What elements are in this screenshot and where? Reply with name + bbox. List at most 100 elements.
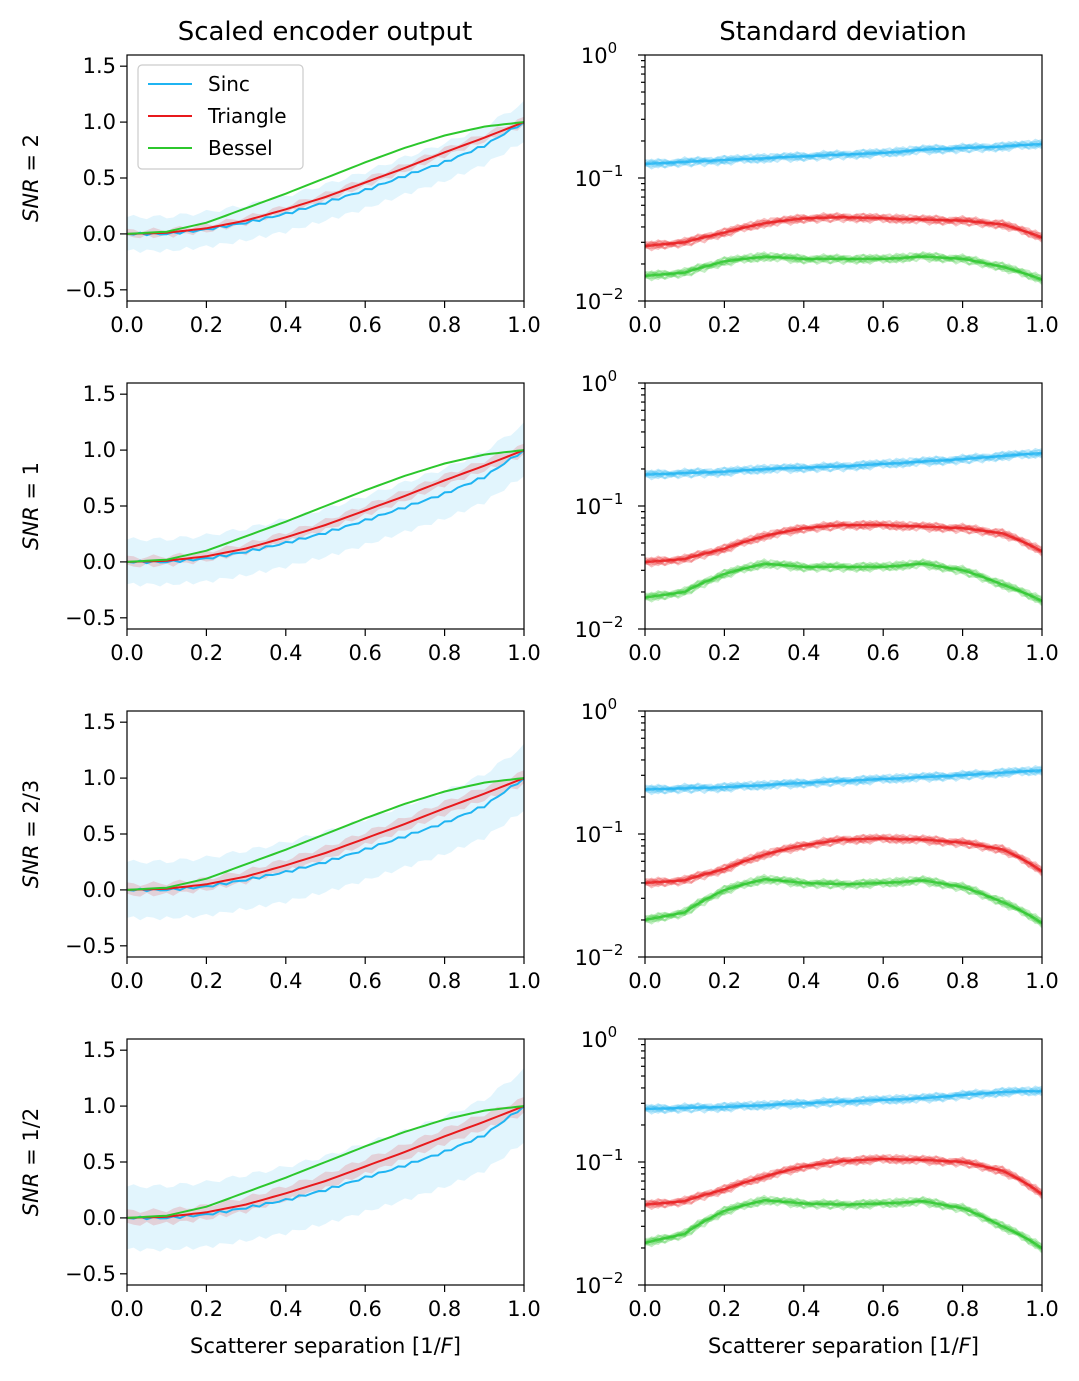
y-tick-label: 0.5 bbox=[83, 494, 116, 518]
y-tick-label: 10−1 bbox=[575, 818, 624, 847]
x-tick-label: 1.0 bbox=[507, 969, 540, 993]
x-tick-label: 0.0 bbox=[628, 313, 661, 337]
trace-triangle bbox=[645, 519, 1042, 567]
x-tick-label: 1.0 bbox=[1025, 969, 1058, 993]
x-tick-label: 0.2 bbox=[708, 1297, 741, 1321]
trace-triangle bbox=[645, 833, 1042, 888]
series-line-triangle bbox=[127, 449, 524, 563]
y-tick-label: 100 bbox=[581, 367, 617, 396]
x-tick-label: 0.8 bbox=[428, 969, 461, 993]
y-tick-label: 10−1 bbox=[575, 490, 624, 519]
trace-bessel bbox=[645, 1196, 1042, 1254]
series-line-bessel bbox=[645, 562, 1042, 602]
y-tick-label: −0.5 bbox=[65, 278, 116, 302]
y-tick-label: 0.0 bbox=[83, 550, 116, 574]
x-tick-label: 0.6 bbox=[348, 969, 381, 993]
trace-sinc bbox=[645, 449, 1042, 480]
x-tick-label: 0.8 bbox=[946, 969, 979, 993]
encoder-panel-2: 0.0 0.2 0.4 0.6 0.8 1.0 −0.5 0.0 0.5 1.0 1.5 SNR = … bbox=[19, 382, 541, 665]
series-line-bessel bbox=[127, 1105, 524, 1219]
x-tick-label: 0.8 bbox=[946, 641, 979, 665]
std-panel-4: 0.0 0.2 0.4 0.6 0.8 1.0 10−2 10−1 100 Scatterer s… bbox=[575, 1023, 1059, 1358]
y-tick-label: 100 bbox=[581, 39, 617, 68]
x-tick-label: 0.2 bbox=[708, 969, 741, 993]
row-label: SNR = 1 bbox=[19, 462, 43, 550]
trace-sinc bbox=[645, 140, 1042, 169]
std-panel-1: 0.0 0.2 0.4 0.6 0.8 1.0 10−2 10−1 100 bbox=[575, 39, 1059, 337]
x-tick-label: 0.6 bbox=[866, 1297, 899, 1321]
x-tick-label: 0.2 bbox=[708, 313, 741, 337]
y-tick-label: 0.0 bbox=[83, 1206, 116, 1230]
series-line-sinc bbox=[645, 142, 1042, 166]
x-tick-label: 0.4 bbox=[787, 1297, 820, 1321]
y-tick-label: −0.5 bbox=[65, 1262, 116, 1286]
series-line-sinc bbox=[127, 121, 524, 237]
trace-sinc bbox=[645, 766, 1042, 795]
series-line-triangle bbox=[645, 523, 1042, 564]
row-label: SNR = 2 bbox=[19, 134, 43, 222]
legend-label-triangle: Triangle bbox=[207, 104, 287, 128]
x-tick-label: 0.0 bbox=[628, 1297, 661, 1321]
x-tick-label: 0.8 bbox=[428, 313, 461, 337]
y-tick-label: 0.0 bbox=[83, 222, 116, 246]
x-tick-label: 0.8 bbox=[428, 1297, 461, 1321]
y-tick-label: 10−2 bbox=[575, 613, 624, 642]
trace-bessel bbox=[645, 252, 1042, 285]
right-column-title: Standard deviation bbox=[719, 17, 966, 47]
x-tick-label: 0.0 bbox=[110, 641, 143, 665]
x-tick-label: 0.8 bbox=[946, 313, 979, 337]
band-triangle bbox=[127, 1097, 524, 1226]
x-tick-label: 0.0 bbox=[628, 969, 661, 993]
y-tick-label: 10−2 bbox=[575, 285, 624, 314]
y-tick-label: 1.5 bbox=[83, 710, 116, 734]
series-line-triangle bbox=[645, 1157, 1042, 1206]
y-tick-label: 10−2 bbox=[575, 941, 624, 970]
series-line-bessel bbox=[127, 777, 524, 891]
plot-area bbox=[127, 743, 524, 921]
series-line-sinc bbox=[645, 1089, 1042, 1111]
series-line-bessel bbox=[645, 877, 1042, 924]
x-tick-label: 1.0 bbox=[1025, 313, 1058, 337]
x-tick-label: 0.4 bbox=[269, 313, 302, 337]
x-tick-label: 0.0 bbox=[110, 1297, 143, 1321]
x-tick-label: 1.0 bbox=[1025, 1297, 1058, 1321]
x-tick-label: 0.4 bbox=[787, 969, 820, 993]
x-tick-label: 0.0 bbox=[628, 641, 661, 665]
x-tick-label: 0.2 bbox=[190, 641, 223, 665]
plot-area bbox=[645, 447, 1042, 606]
plot-area bbox=[645, 765, 1042, 929]
x-tick-label: 0.6 bbox=[866, 641, 899, 665]
x-tick-label: 1.0 bbox=[507, 313, 540, 337]
series-line-sinc bbox=[127, 777, 524, 893]
plot-area bbox=[645, 1085, 1042, 1254]
x-tick-label: 0.2 bbox=[708, 641, 741, 665]
x-tick-label: 0.4 bbox=[787, 641, 820, 665]
series-line-triangle bbox=[645, 215, 1042, 248]
y-tick-label: 10−1 bbox=[575, 162, 624, 191]
x-tick-label: 0.4 bbox=[269, 969, 302, 993]
legend-box bbox=[137, 64, 304, 170]
y-tick-label: 10−2 bbox=[575, 1269, 624, 1298]
x-tick-label: 1.0 bbox=[507, 641, 540, 665]
std-panel-2: 0.0 0.2 0.4 0.6 0.8 1.0 10−2 10−1 100 bbox=[575, 367, 1059, 665]
y-tick-label: 0.0 bbox=[83, 878, 116, 902]
encoder-panel-4: 0.0 0.2 0.4 0.6 0.8 1.0 −0.5 0.0 0.5 1.0 1.5 SNR = … bbox=[19, 1038, 541, 1358]
x-tick-label: 0.2 bbox=[190, 1297, 223, 1321]
std-panel-3: 0.0 0.2 0.4 0.6 0.8 1.0 10−2 10−1 100 bbox=[575, 695, 1059, 993]
x-axis-label: Scatterer separation [1/F] bbox=[190, 1334, 461, 1358]
x-tick-label: 0.0 bbox=[110, 313, 143, 337]
y-tick-label: 1.5 bbox=[83, 382, 116, 406]
trace-sinc bbox=[645, 1086, 1042, 1115]
left-column-title: Scaled encoder output bbox=[178, 17, 473, 47]
trace-bessel bbox=[645, 559, 1042, 606]
row-label: SNR = 1/2 bbox=[19, 1108, 43, 1216]
band-sinc bbox=[127, 1067, 524, 1252]
x-tick-label: 0.4 bbox=[269, 1297, 302, 1321]
axes-frame bbox=[644, 382, 1043, 630]
series-line-triangle bbox=[127, 121, 524, 235]
x-axis-label: Scatterer separation [1/F] bbox=[708, 1334, 979, 1358]
series-line-triangle bbox=[127, 1105, 524, 1219]
y-tick-label: 1.5 bbox=[83, 1038, 116, 1062]
plot-area bbox=[127, 422, 524, 587]
